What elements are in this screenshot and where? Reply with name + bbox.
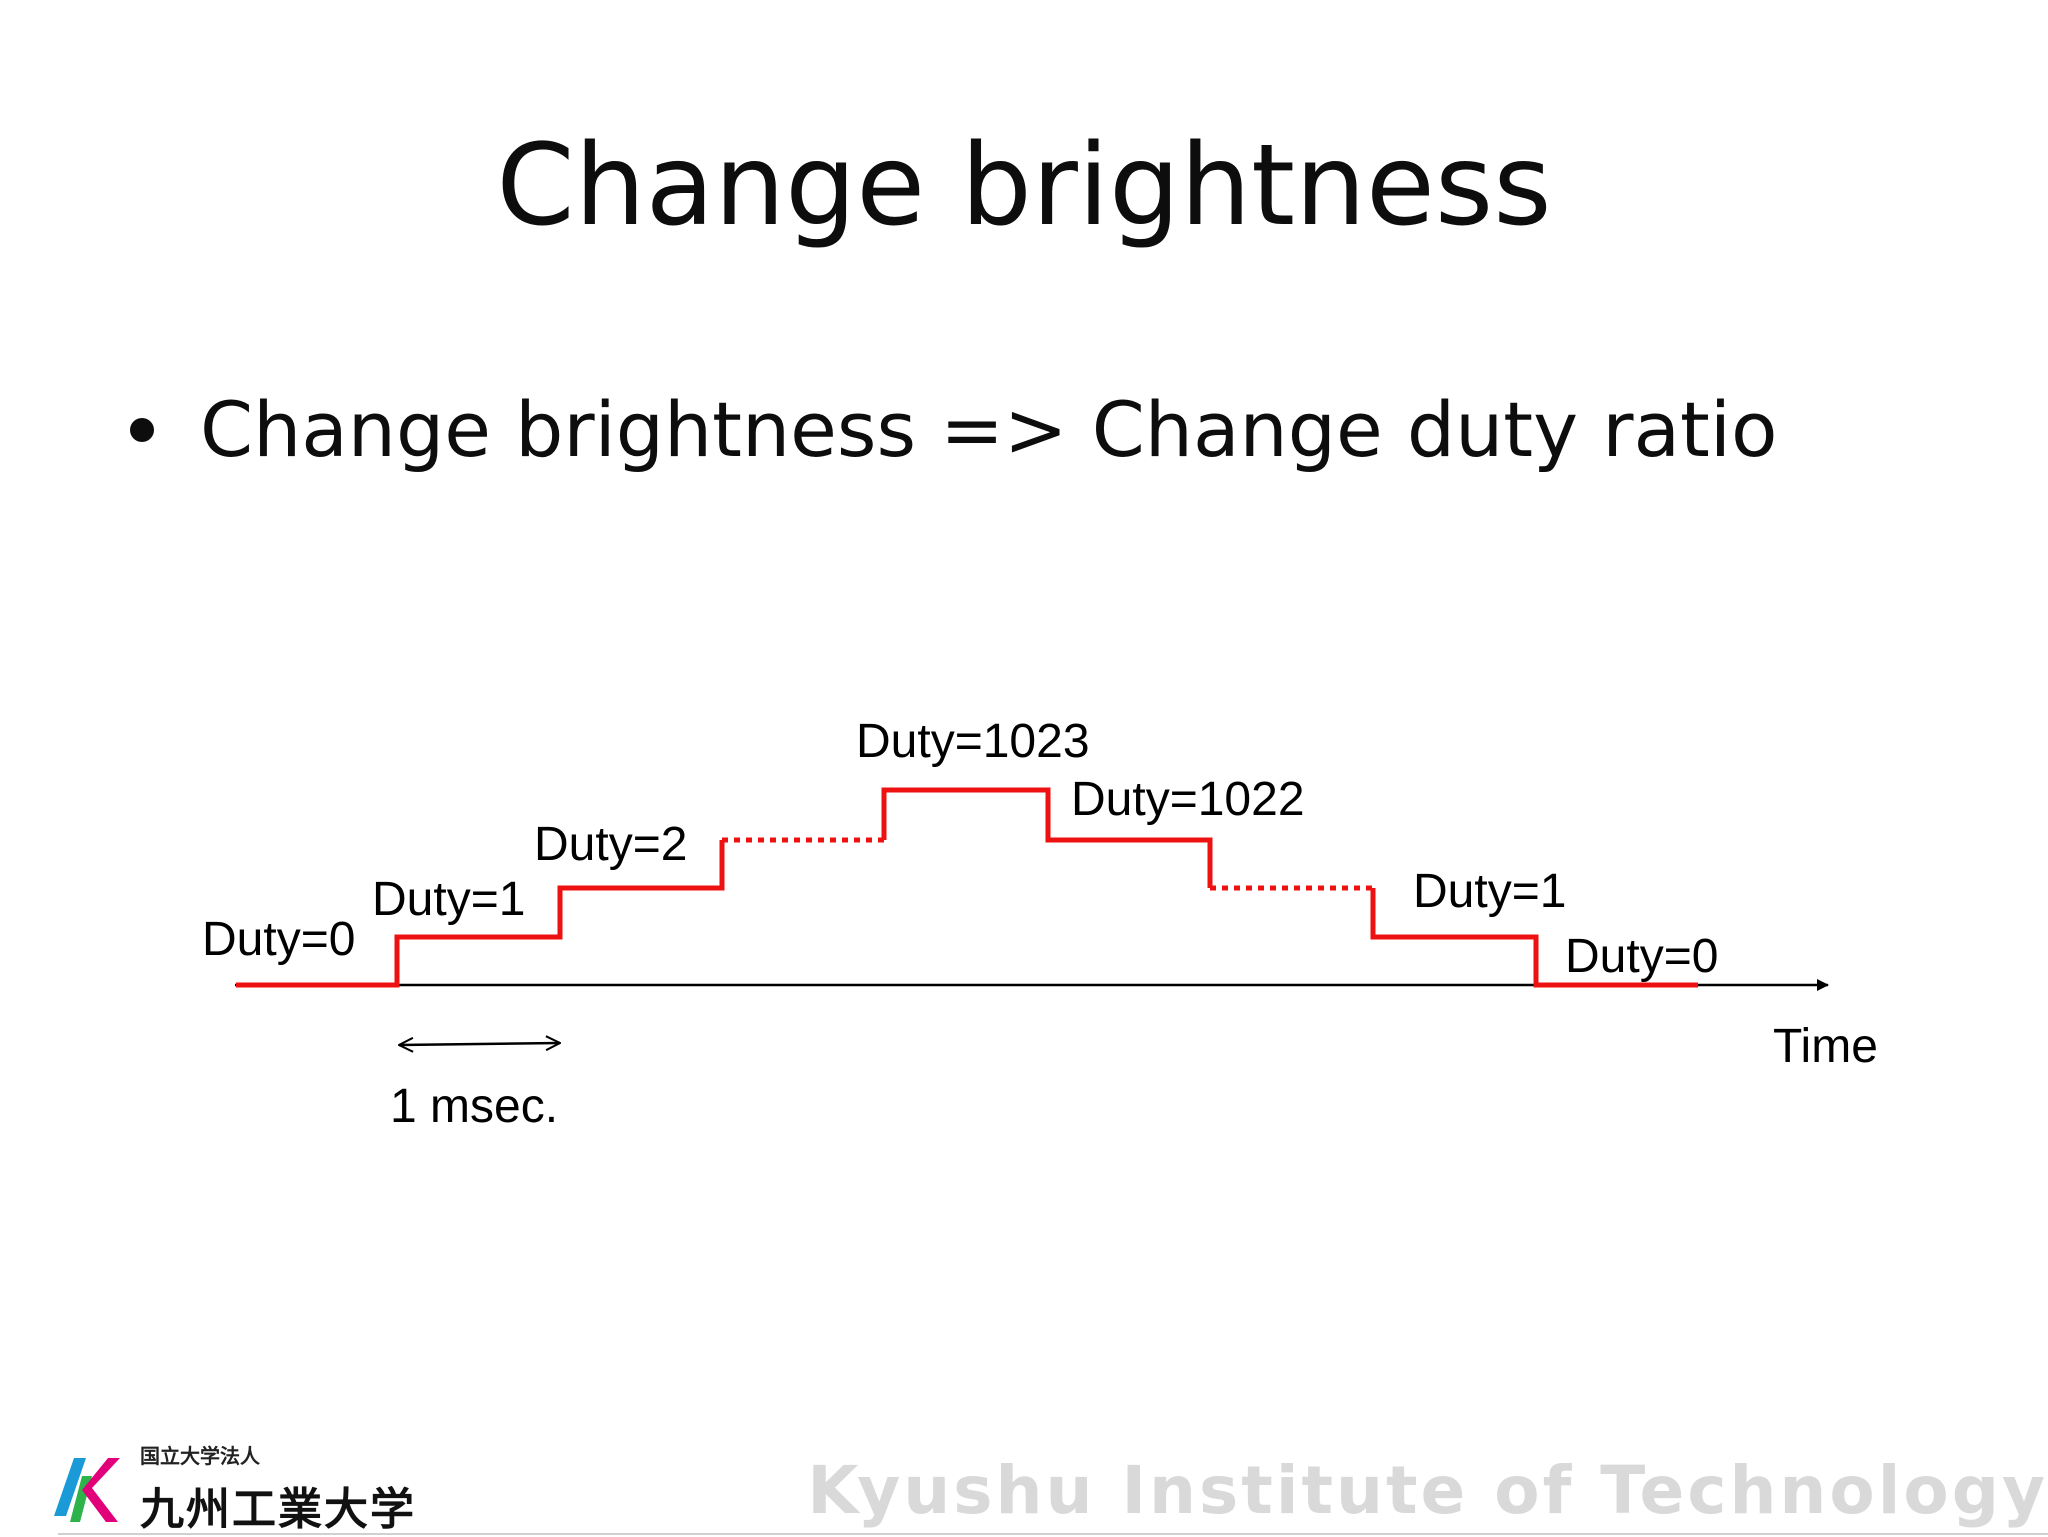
logo-subtitle: 国立大学法人: [140, 1444, 260, 1468]
period-label: 1 msec.: [390, 1080, 558, 1133]
step-label: Duty=2: [534, 818, 687, 871]
step-label: Duty=1022: [1071, 773, 1305, 826]
logo-name: 九州工業大学: [140, 1484, 416, 1535]
period-arrow: [399, 1043, 560, 1045]
kyutech-logo-icon: [54, 1457, 120, 1522]
institute-watermark: Kyushu Institute of Technology: [807, 1452, 2048, 1529]
step-label: Duty=0: [1565, 930, 1718, 983]
step-label: Duty=1023: [856, 715, 1090, 768]
time-axis-label: Time: [1773, 1020, 1878, 1073]
bullet-text: Change brightness => Change duty ratio: [200, 385, 1778, 474]
step-label: Duty=1: [1413, 865, 1566, 918]
signal-step-fall-solid: [1370, 888, 1698, 988]
step-label: Duty=1: [372, 873, 525, 926]
bullet-item: Change brightness => Change duty ratio: [130, 385, 1777, 474]
slide-title: Change brightness: [496, 121, 1552, 251]
signal-step-top-solid: [881, 787, 1213, 888]
footer-divider: [58, 1533, 2048, 1535]
bullet-dot: [130, 417, 154, 442]
step-label: Duty=0: [202, 913, 355, 966]
signal-step-rise-solid: [236, 840, 725, 988]
university-logo: 国立大学法人 九州工業大学: [52, 1440, 416, 1537]
